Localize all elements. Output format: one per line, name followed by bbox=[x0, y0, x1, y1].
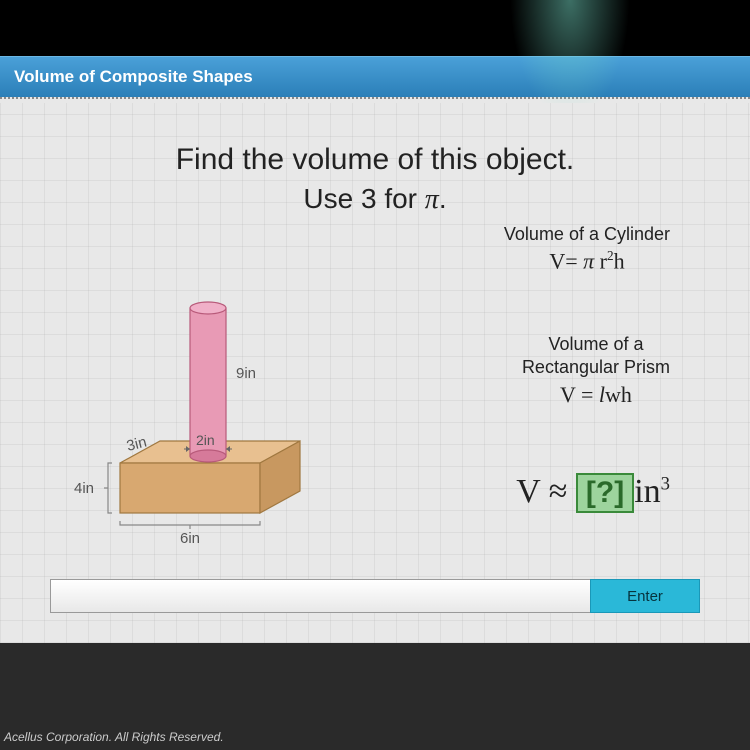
cylinder-formula-title: Volume of a Cylinder bbox=[504, 223, 670, 246]
subtitle-prefix: Use 3 for bbox=[303, 183, 424, 214]
height-label: 4in bbox=[74, 480, 94, 497]
footer-text: Acellus Corporation. All Rights Reserved… bbox=[4, 730, 224, 744]
subtitle-suffix: . bbox=[439, 183, 447, 214]
answer-input[interactable] bbox=[50, 579, 590, 613]
content-area: Find the volume of this object. Use 3 fo… bbox=[0, 103, 750, 643]
cyl-eq-prefix: V= bbox=[549, 249, 583, 274]
top-black-bar bbox=[0, 0, 750, 48]
width-label: 6in bbox=[180, 530, 200, 547]
app-screen: Volume of Composite Shapes Find the volu… bbox=[0, 48, 750, 643]
cyl-height-label: 9in bbox=[236, 365, 256, 382]
title-bar: Volume of Composite Shapes bbox=[0, 56, 750, 97]
cyl-diameter-label: 2in bbox=[196, 432, 215, 448]
prism-formula-title2: Rectangular Prism bbox=[522, 356, 670, 379]
cyl-eq-sup: 2 bbox=[607, 248, 614, 263]
pi-symbol: π bbox=[425, 184, 439, 215]
cylinder-formula: Volume of a Cylinder V= π r2h bbox=[504, 223, 670, 275]
pi-symbol-2: π bbox=[583, 249, 594, 274]
composite-figure: 9in 2in 3in 4in 6in bbox=[60, 273, 340, 553]
answer-expression: V ≈ [?]in3 bbox=[516, 473, 670, 513]
prism-eq-wh: wh bbox=[605, 382, 632, 407]
question-title: Find the volume of this object. bbox=[20, 143, 730, 177]
prism-eq-prefix: V = bbox=[560, 382, 599, 407]
input-row: Enter bbox=[50, 579, 700, 613]
answer-unit-sup: 3 bbox=[661, 474, 670, 495]
figure-svg: 9in 2in 3in 4in 6in bbox=[60, 273, 340, 553]
prism-formula: Volume of a Rectangular Prism V = lwh bbox=[522, 333, 670, 408]
answer-unit: in bbox=[634, 473, 660, 510]
page-title: Volume of Composite Shapes bbox=[14, 67, 253, 86]
cylinder-formula-eq: V= π r2h bbox=[504, 248, 670, 274]
content-wrap: Find the volume of this object. Use 3 fo… bbox=[0, 97, 750, 643]
enter-button[interactable]: Enter bbox=[590, 579, 700, 613]
cyl-eq-h: h bbox=[614, 249, 625, 274]
cyl-eq-r: r bbox=[600, 249, 607, 274]
question-subtitle: Use 3 for π. bbox=[20, 183, 730, 216]
answer-box[interactable]: [?] bbox=[576, 473, 634, 513]
prism-formula-title1: Volume of a bbox=[522, 333, 670, 356]
answer-prefix: V ≈ bbox=[516, 473, 576, 510]
prism-formula-eq: V = lwh bbox=[522, 382, 670, 408]
